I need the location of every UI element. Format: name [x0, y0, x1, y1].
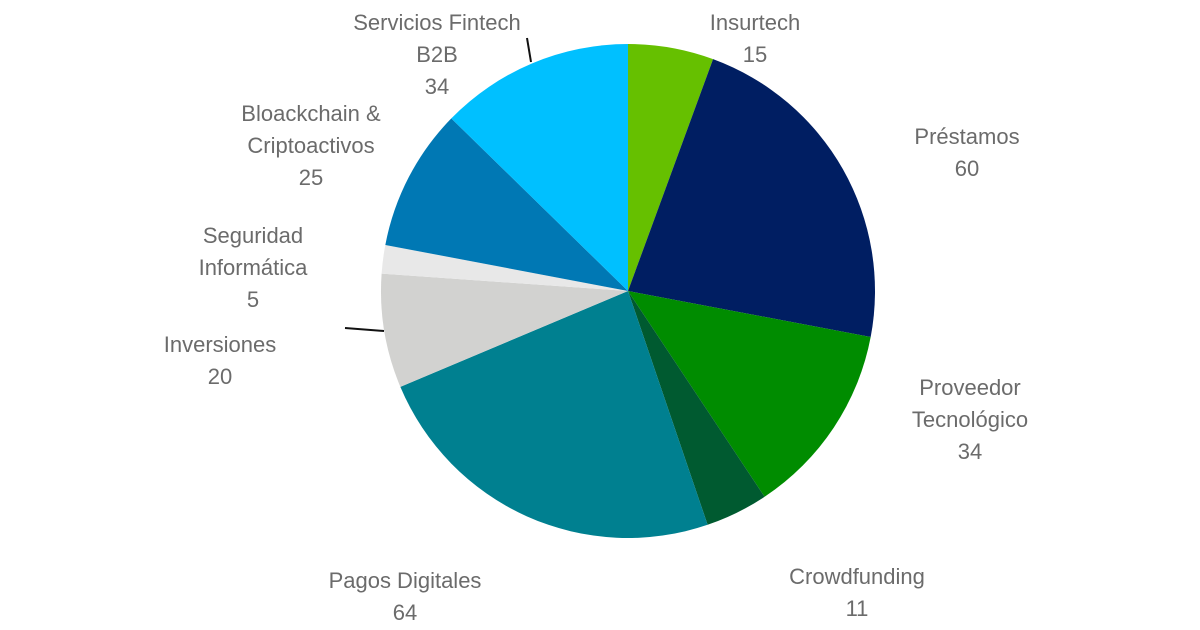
leader-lines: [344, 37, 532, 332]
pie-slice-3: [628, 291, 765, 525]
slice-label-line: 64: [393, 600, 417, 625]
slice-label-3: Crowdfunding 11: [789, 564, 925, 621]
slice-label-line: Bloackchain &: [241, 101, 381, 126]
pie-slice-8: [451, 44, 628, 291]
pie-slice-7: [385, 118, 628, 292]
slice-label-line: Informática: [199, 255, 309, 280]
slice-label-line: Insurtech: [710, 10, 801, 35]
slice-label-7: Bloackchain & Criptoactivos 25: [241, 101, 381, 190]
slice-label-line: Crowdfunding: [789, 564, 925, 589]
slice-label-line: 34: [958, 439, 982, 464]
slice-label-4: Pagos Digitales 64: [329, 568, 482, 625]
leader-line-1: [344, 327, 385, 332]
slice-label-line: 15: [743, 42, 767, 67]
slice-label-line: Proveedor: [919, 375, 1021, 400]
slice-label-line: 25: [299, 165, 323, 190]
pie-slice-2: [628, 291, 871, 497]
slice-label-line: Servicios Fintech: [353, 10, 521, 35]
slice-label-6: Seguridad Informática 5: [199, 223, 309, 312]
slice-label-line: Criptoactivos: [247, 133, 374, 158]
slice-label-1: Préstamos 60: [914, 124, 1019, 181]
slice-label-5: Inversiones 20: [164, 332, 277, 389]
pie-slice-5: [380, 273, 628, 387]
slice-label-line: B2B: [416, 42, 458, 67]
slice-label-line: Inversiones: [164, 332, 277, 357]
pie-slice-1: [628, 59, 876, 338]
slice-label-line: 5: [247, 287, 259, 312]
slice-label-line: Pagos Digitales: [329, 568, 482, 593]
pie-slice-0: [628, 44, 714, 291]
slice-label-line: 60: [955, 156, 979, 181]
slice-label-line: Seguridad: [203, 223, 303, 248]
slice-label-line: Tecnológico: [912, 407, 1028, 432]
slice-label-8: Servicios Fintech B2B 34: [353, 10, 521, 99]
slice-label-line: 20: [208, 364, 232, 389]
slice-labels: Insurtech 15 Préstamos 60 Proveedor Tecnológi…: [164, 10, 1028, 625]
leader-line-0: [526, 37, 532, 63]
pie-slices: [380, 44, 876, 538]
pie-slice-4: [400, 291, 708, 538]
slice-label-line: 11: [846, 596, 869, 621]
slice-label-0: Insurtech 15: [710, 10, 801, 67]
slice-label-line: 34: [425, 74, 449, 99]
pie-slice-6: [381, 244, 628, 291]
slice-label-line: Préstamos: [914, 124, 1019, 149]
slice-label-2: Proveedor Tecnológico 34: [912, 375, 1028, 464]
